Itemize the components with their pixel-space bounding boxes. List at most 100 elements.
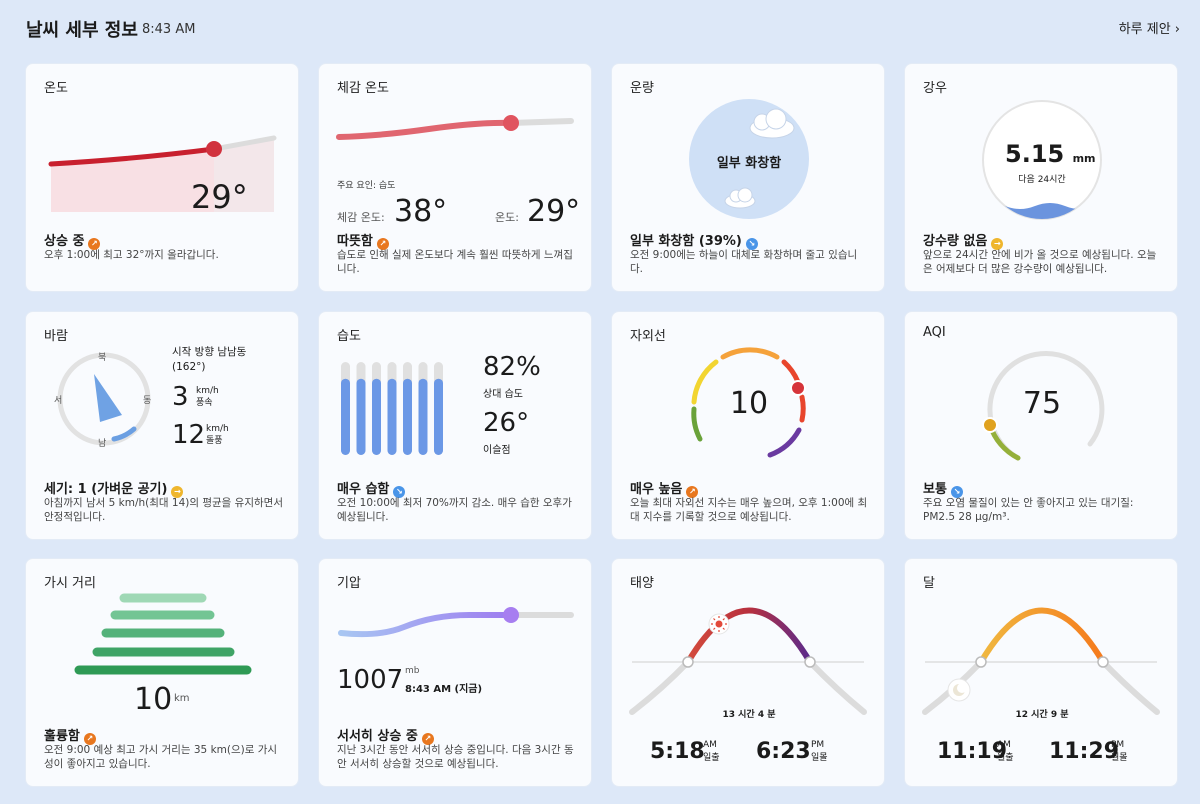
humidity-value: 82% [483,352,541,382]
compass-east: 동 [143,396,152,406]
visibility-value: 10 [134,682,173,717]
moonrise-label: 월출 [997,753,1014,763]
wind-direction-degree: (162°) [172,361,206,373]
moon-arc [922,607,1160,715]
trend-down-icon: ↘ [745,238,758,250]
visibility-bars [74,593,252,675]
visibility-card[interactable]: 가시 거리 10 km 훌륭함 ↗ 오전 9:00 예상 최고 가시 거리는 35… [25,558,299,787]
wind-speed-meta: km/h 풍속 [196,385,219,409]
moon-card[interactable]: 달 12 시간 9 분 11:19 AM 월출 11:29 PM 월몰 [904,558,1178,787]
humidity-label: 상대 습도 [483,389,523,400]
card-title: 바람 [44,329,68,344]
pressure-card[interactable]: 기압 1007 mb 8:43 AM (지금) 서서히 상승 중 ↗ 지난 3시간… [318,558,592,787]
moonrise-time: 11:19 [937,739,1008,764]
wind-gust-label: 돌풍 [206,436,223,446]
trend-up-icon: ↗ [686,486,699,498]
wind-speed-label: 풍속 [196,398,213,408]
status-label: 세기: 1 (가벼운 공기) → [44,478,184,498]
description: 오늘 최대 자외선 지수는 매우 높으며, 오후 1:00에 최대 지수를 기록… [630,497,868,523]
card-title: 자외선 [630,329,666,344]
sunset-ampm: PM [811,740,825,750]
humidity-bar-fill [341,378,350,455]
humidity-bar-fill [418,378,428,455]
sun-arc [629,607,867,715]
trend-up-icon: ↗ [88,238,101,250]
description: 오전 10:00에 최저 70%까지 감소. 매우 습한 오후가 예상됩니다. [337,497,572,523]
daylight-duration: 13 시간 4 분 [722,710,776,720]
card-title: 달 [923,576,935,591]
trend-down-icon: ↘ [393,486,406,498]
trend-up-icon: ↗ [83,733,96,745]
compass-north: 북 [98,353,107,363]
header: 날씨 세부 정보 8:43 AM 하루 제안 › [26,14,1186,44]
temp-value: 29° [527,194,581,229]
rain-amount: 5.15 mm [1005,140,1096,168]
moonset-label: 월몰 [1111,753,1128,763]
dew-point-label: 이슬점 [483,445,511,456]
moonset-meta: PM 월몰 [1111,739,1128,765]
moonset-ampm: PM [1111,740,1125,750]
status-text: 일부 화창함 (39%) [630,234,742,249]
sunset-label: 일몰 [811,753,828,763]
wind-gust-unit: km/h [206,424,229,434]
status-label: 훌륭함 ↗ [44,725,96,745]
description: 습도로 인해 실제 온도보다 계속 훨씬 따뜻하게 느껴집니다. [337,249,573,275]
humidity-bar-fill [387,378,397,455]
status-text: 매우 습함 [337,482,390,497]
humidity-card[interactable]: 습도 82% 상대 습도 26° 이슬점 매우 습함 ↘ 오전 10:00에 최저… [318,311,592,540]
humidity-bar-fill [356,378,366,455]
daily-suggestion-link[interactable]: 하루 제안 › [1118,22,1180,37]
sunset-meta: PM 일몰 [811,739,828,765]
rainfall-card[interactable]: 강우 5.15 mm 다음 24시간 강수량 없음 → 앞으로 24시간 안에 비… [904,63,1178,292]
sunrise-label: 일출 [703,753,720,763]
wind-card[interactable]: 바람 북 서 동 남 시작 방향 남남동 (162°) 3 km/h 풍속 12 k… [25,311,299,540]
description: 아침까지 남서 5 km/h(최대 14)의 평균을 유지하면서 안정적입니다. [44,497,283,523]
cloud-icon [689,99,809,219]
rain-amount-value: 5.15 [1005,140,1065,168]
status-text: 따뜻함 [337,234,373,249]
compass-west: 서 [54,396,63,406]
status-text: 서서히 상승 중 [337,729,418,744]
compass-south: 남 [98,439,107,449]
status-text: 훌륭함 [44,729,80,744]
status-label: 일부 화창함 (39%) ↘ [630,230,758,250]
status-label: 서서히 상승 중 ↗ [337,725,434,745]
trend-down-icon: ↘ [950,486,963,498]
wind-direction: 시작 방향 남남동 (162°) [172,345,246,375]
uv-gauge [691,347,806,458]
card-title: 습도 [337,329,361,344]
aqi-gauge [982,350,1105,461]
description: 앞으로 24시간 안에 비가 올 것으로 예상됩니다. 오늘은 어제보다 더 많… [923,249,1157,275]
wind-gust: 12 [172,420,206,450]
uv-value: 10 [729,386,769,421]
description: 오후 1:00에 최고 32°까지 올라갑니다. [44,249,219,261]
feels-like-chart [336,115,574,140]
status-text: 강수량 없음 [923,234,988,249]
trend-flat-icon: → [991,238,1004,250]
status-label: 상승 중 ↗ [44,230,101,250]
sunrise-time: 5:18 [650,739,705,764]
humidity-bars [341,362,443,455]
moonset-time: 11:29 [1049,739,1120,764]
trend-up-icon: ↗ [376,238,389,250]
description: 주요 오염 물질이 있는 안 좋아지고 있는 대기질: PM2.5 28 µg/… [923,497,1134,523]
feels-like-card[interactable]: 체감 온도 주요 요인: 습도 체감 온도: 38° 온도: 29° 따뜻함 ↗ … [318,63,592,292]
uv-index-card[interactable]: 자외선 10 매우 높음 ↗ 오늘 최대 자외선 지수는 매우 높으며, 오후 1… [611,311,885,540]
status-text: 보통 [923,482,947,497]
card-title: 체감 온도 [337,81,389,96]
status-text: 상승 중 [44,234,85,249]
rain-unit: mm [1072,152,1096,165]
description: 오전 9:00에는 하늘이 대체로 화창하며 줄고 있습니다. [630,249,858,275]
cloud-cover-card[interactable]: 운량 일부 화창함 일부 화창함 (39%) ↘ 오전 9:00에는 하늘이 대체… [611,63,885,292]
description: 오전 9:00 예상 최고 가시 거리는 35 km(으)로 가시성이 좋아지고… [44,744,278,770]
wind-speed: 3 [172,382,189,412]
sun-card[interactable]: 태양 13 시간 4 분 5:18 AM 일출 6:23 PM 일몰 [611,558,885,787]
temperature-card[interactable]: 온도 29° 상승 중 ↗ 오후 1:00에 최고 32°까지 올라갑니다. [25,63,299,292]
aqi-card[interactable]: AQI 75 보통 ↘ 주요 오염 물질이 있는 안 좋아지고 있는 대기질: P… [904,311,1178,540]
status-label: 강수량 없음 → [923,230,1004,250]
cloud-center-label: 일부 화창함 [716,156,782,171]
wind-gust-meta: km/h 돌풍 [206,423,229,447]
trend-flat-icon: → [171,486,184,498]
wind-compass [57,352,151,446]
card-title: 태양 [630,576,654,591]
